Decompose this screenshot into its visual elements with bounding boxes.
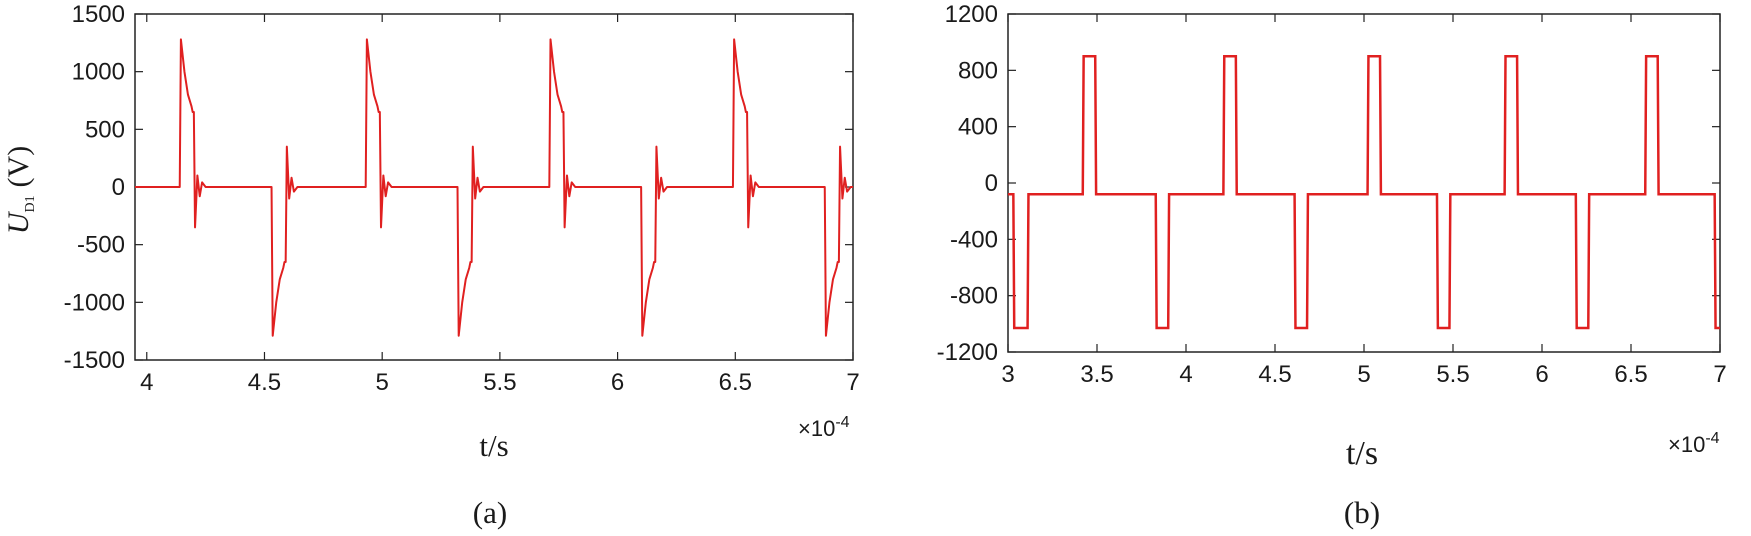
- chart-a-x-ticks: 4 4.5 5 5.5 6 6.5 7: [140, 14, 860, 396]
- chart-a-ytick-label: 1000: [72, 59, 125, 86]
- chart-a-x-multiplier: ×10-4: [798, 414, 850, 441]
- chart-b-xtick-label: 5.5: [1436, 361, 1469, 388]
- chart-a-ytick-label: -1500: [64, 347, 125, 374]
- chart-a-xlabel: t/s: [479, 428, 508, 463]
- chart-a-xtick-label: 6.5: [719, 369, 752, 396]
- chart-b-xtick-label: 3.5: [1080, 361, 1113, 388]
- chart-a-xtick-label: 4.5: [248, 369, 281, 396]
- chart-b-xtick-label: 5: [1357, 361, 1370, 388]
- chart-b-series-line: [1008, 55, 1720, 330]
- chart-a-ylabel-sub: D1: [23, 195, 38, 212]
- chart-b-plot-area: 1200 800 400 0 -400 -800 -1200 3 3.5 4 4.5 5 5.5 6 6.…: [937, 1, 1727, 388]
- chart-b-xlabel: t/s: [1346, 435, 1378, 472]
- chart-a-ytick-label: -500: [77, 232, 125, 259]
- chart-b-x-multiplier-base: ×10: [1668, 432, 1705, 457]
- chart-b-frame: [1007, 13, 1721, 353]
- chart-a-panel-label: (a): [473, 495, 507, 530]
- chart-b-y-ticks: 1200 800 400 0 -400 -800 -1200: [937, 1, 1720, 366]
- chart-b-xtick-label: 6: [1535, 361, 1548, 388]
- chart-a-y-ticks: 1500 1000 500 0 -500 -1000 -1500: [64, 1, 853, 374]
- chart-a-x-multiplier-base: ×10: [798, 416, 835, 441]
- chart-b: 1200 800 400 0 -400 -800 -1200 3 3.5 4 4.5 5 5.5 6 6.…: [937, 1, 1727, 530]
- chart-b-ytick-label: -800: [950, 283, 998, 310]
- chart-a-xtick-label: 5: [376, 369, 389, 396]
- chart-b-ytick-label: 1200: [945, 1, 998, 28]
- chart-b-xtick-label: 3: [1001, 361, 1014, 388]
- chart-b-xtick-label: 6.5: [1614, 361, 1647, 388]
- chart-b-ytick-label: -400: [950, 226, 998, 253]
- chart-b-ytick-label: 800: [958, 57, 998, 84]
- chart-a-xtick-label: 7: [846, 369, 859, 396]
- chart-b-xtick-label: 7: [1713, 361, 1726, 388]
- chart-b-x-multiplier-exp: -4: [1705, 430, 1719, 447]
- chart-b-ytick-label: 0: [985, 170, 998, 197]
- chart-a-ytick-label: -1000: [64, 289, 125, 316]
- chart-b-panel-label: (b): [1344, 495, 1380, 530]
- chart-a-ylabel-unit: (V): [2, 146, 35, 188]
- chart-a-series-line: [135, 38, 853, 337]
- chart-a-ylabel: UD1 (V): [2, 146, 38, 234]
- chart-a-ytick-label: 1500: [72, 1, 125, 28]
- chart-a-ytick-label: 500: [85, 116, 125, 143]
- chart-a-x-multiplier-exp: -4: [835, 414, 849, 431]
- svg-text:UD1(V): UD1 (V): [2, 146, 38, 234]
- chart-b-xtick-label: 4.5: [1258, 361, 1291, 388]
- chart-a-ylabel-main: U: [2, 210, 35, 234]
- chart-a: 1500 1000 500 0 -500 -1000 -1500 4 4.5 5 5.5 6 6.5 7…: [2, 1, 860, 530]
- chart-b-x-multiplier: ×10-4: [1668, 430, 1720, 457]
- chart-a-xtick-label: 5.5: [483, 369, 516, 396]
- chart-a-xtick-label: 6: [611, 369, 624, 396]
- chart-b-ytick-label: -1200: [937, 339, 998, 366]
- chart-b-x-ticks: 3 3.5 4 4.5 5 5.5 6 6.5 7: [1001, 14, 1727, 388]
- chart-a-plot-area: 1500 1000 500 0 -500 -1000 -1500 4 4.5 5 5.5 6 6.5 7: [64, 1, 860, 396]
- chart-a-ytick-label: 0: [112, 174, 125, 201]
- chart-b-xtick-label: 4: [1179, 361, 1192, 388]
- chart-b-ytick-label: 400: [958, 114, 998, 141]
- chart-a-xtick-label: 4: [140, 369, 153, 396]
